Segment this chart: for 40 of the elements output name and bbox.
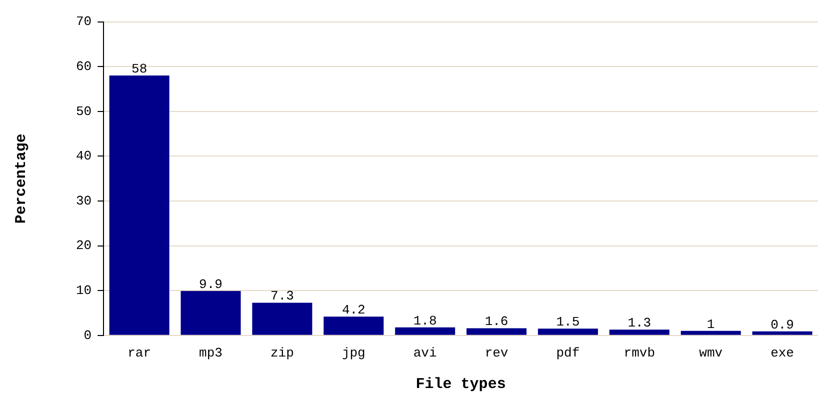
data-label: 1.8 bbox=[413, 313, 437, 328]
y-tick-label: 60 bbox=[76, 59, 92, 74]
y-tick-label: 0 bbox=[84, 328, 92, 343]
x-tick-label: pdf bbox=[556, 346, 580, 361]
x-tick-label: rev bbox=[484, 346, 508, 361]
x-tick-label: avi bbox=[413, 346, 437, 361]
data-label: 9.9 bbox=[199, 276, 222, 292]
data-label: 1.6 bbox=[484, 314, 508, 330]
x-tick-label: jpg bbox=[342, 346, 366, 361]
y-tick-label: 50 bbox=[76, 104, 92, 119]
bar bbox=[466, 328, 527, 335]
bar bbox=[538, 328, 598, 335]
bar bbox=[252, 302, 312, 335]
bar bbox=[324, 316, 384, 335]
data-label: 1 bbox=[706, 316, 715, 332]
y-tick-label: 20 bbox=[76, 238, 92, 254]
bar bbox=[680, 330, 741, 335]
x-tick-label: rmvb bbox=[624, 346, 656, 361]
data-label: 1.5 bbox=[556, 314, 580, 330]
bar bbox=[395, 327, 456, 335]
x-tick-label: rar bbox=[128, 346, 152, 361]
y-tick-label: 10 bbox=[76, 283, 92, 298]
x-tick-label: zip bbox=[270, 346, 294, 361]
bar bbox=[180, 291, 241, 335]
data-label: 1.3 bbox=[628, 316, 652, 331]
y-tick-label: 70 bbox=[76, 14, 92, 30]
bar bbox=[109, 76, 170, 335]
data-label: 4.2 bbox=[342, 302, 366, 318]
x-tick-label: exe bbox=[770, 346, 794, 361]
bar bbox=[609, 330, 670, 335]
y-tick-label: 40 bbox=[76, 148, 92, 164]
x-tick-label: mp3 bbox=[199, 346, 222, 361]
x-axis-title: File types bbox=[416, 376, 506, 393]
data-label: 0.9 bbox=[770, 317, 794, 332]
y-tick-label: 30 bbox=[76, 193, 92, 208]
bar bbox=[752, 331, 812, 335]
y-axis-title: Percentage bbox=[12, 134, 30, 224]
data-label: 58 bbox=[132, 61, 148, 76]
data-label: 7.3 bbox=[270, 288, 294, 304]
x-tick-label: wmv bbox=[699, 346, 723, 361]
